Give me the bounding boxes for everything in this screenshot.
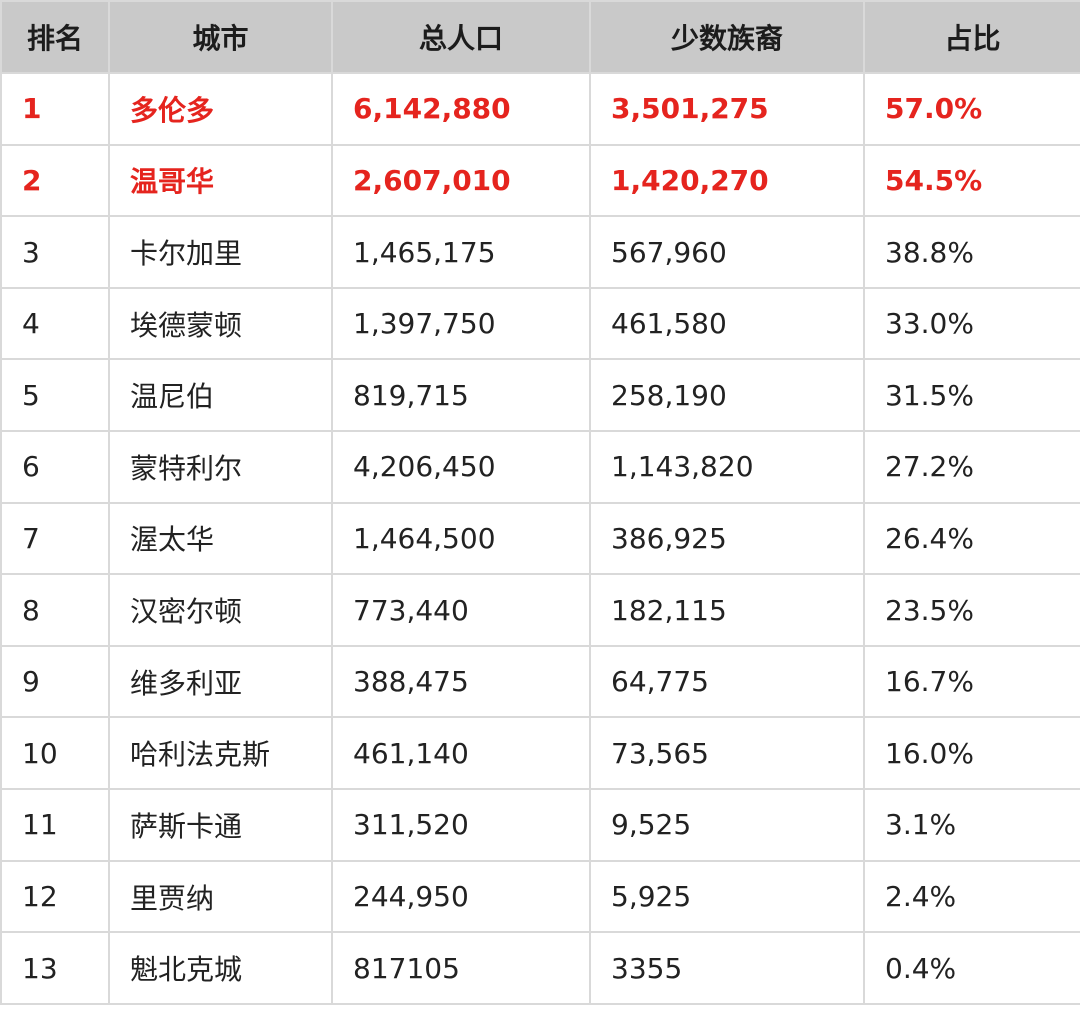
cell-minority: 3,501,275 xyxy=(589,72,865,146)
cell-rank: 8 xyxy=(0,573,110,647)
cell-rank: 11 xyxy=(0,788,110,862)
cell-population: 461,140 xyxy=(331,716,591,791)
cell-population: 1,465,175 xyxy=(331,215,591,289)
cell-share: 33.0% xyxy=(863,286,1080,361)
table-row: 11 萨斯卡通 311,520 9,525 3.1% xyxy=(0,788,1080,862)
header-row: 排名 城市 总人口 少数族裔 占比 xyxy=(0,0,1080,74)
cell-minority: 73,565 xyxy=(589,716,865,791)
cell-population: 311,520 xyxy=(331,788,591,862)
cell-share: 57.0% xyxy=(863,72,1080,146)
cell-city: 萨斯卡通 xyxy=(108,788,333,862)
cell-share: 0.4% xyxy=(863,931,1080,1005)
cell-share: 3.1% xyxy=(863,788,1080,862)
cell-city: 卡尔加里 xyxy=(108,215,333,289)
cell-minority: 567,960 xyxy=(589,215,865,289)
cell-city: 多伦多 xyxy=(108,72,333,146)
cell-city: 温哥华 xyxy=(108,143,333,218)
cell-share: 23.5% xyxy=(863,573,1080,647)
cell-share: 16.0% xyxy=(863,716,1080,791)
cell-rank: 2 xyxy=(0,143,110,218)
cell-minority: 258,190 xyxy=(589,358,865,433)
cell-population: 1,464,500 xyxy=(331,501,591,576)
cell-minority: 1,420,270 xyxy=(589,143,865,218)
cell-population: 1,397,750 xyxy=(331,286,591,361)
table-row: 10 哈利法克斯 461,140 73,565 16.0% xyxy=(0,716,1080,791)
cell-city: 温尼伯 xyxy=(108,358,333,433)
cell-minority: 1,143,820 xyxy=(589,430,865,504)
table-row: 2 温哥华 2,607,010 1,420,270 54.5% xyxy=(0,143,1080,218)
cell-population: 773,440 xyxy=(331,573,591,647)
cell-share: 16.7% xyxy=(863,644,1080,719)
cell-minority: 3355 xyxy=(589,931,865,1005)
cell-minority: 182,115 xyxy=(589,573,865,647)
table-row: 7 渥太华 1,464,500 386,925 26.4% xyxy=(0,501,1080,576)
cell-city: 埃德蒙顿 xyxy=(108,286,333,361)
table-row: 6 蒙特利尔 4,206,450 1,143,820 27.2% xyxy=(0,430,1080,504)
cell-minority: 386,925 xyxy=(589,501,865,576)
cell-rank: 5 xyxy=(0,358,110,433)
cell-minority: 5,925 xyxy=(589,859,865,934)
header-share: 占比 xyxy=(863,0,1080,74)
cell-rank: 1 xyxy=(0,72,110,146)
table-header: 排名 城市 总人口 少数族裔 占比 xyxy=(0,0,1080,74)
cell-population: 817105 xyxy=(331,931,591,1005)
header-population: 总人口 xyxy=(331,0,591,74)
cell-city: 蒙特利尔 xyxy=(108,430,333,504)
cell-city: 哈利法克斯 xyxy=(108,716,333,791)
cell-rank: 7 xyxy=(0,501,110,576)
header-city: 城市 xyxy=(108,0,333,74)
table-row: 3 卡尔加里 1,465,175 567,960 38.8% xyxy=(0,215,1080,289)
cell-share: 27.2% xyxy=(863,430,1080,504)
cell-city: 汉密尔顿 xyxy=(108,573,333,647)
table-row: 1 多伦多 6,142,880 3,501,275 57.0% xyxy=(0,72,1080,146)
cell-share: 38.8% xyxy=(863,215,1080,289)
table-row: 12 里贾纳 244,950 5,925 2.4% xyxy=(0,859,1080,934)
table-body: 1 多伦多 6,142,880 3,501,275 57.0% 2 温哥华 2,607,010… xyxy=(0,72,1080,1005)
cell-rank: 4 xyxy=(0,286,110,361)
cell-share: 31.5% xyxy=(863,358,1080,433)
cell-population: 819,715 xyxy=(331,358,591,433)
cell-rank: 12 xyxy=(0,859,110,934)
header-rank: 排名 xyxy=(0,0,110,74)
header-minority: 少数族裔 xyxy=(589,0,865,74)
cell-rank: 9 xyxy=(0,644,110,719)
table-row: 8 汉密尔顿 773,440 182,115 23.5% xyxy=(0,573,1080,647)
cell-rank: 10 xyxy=(0,716,110,791)
cell-share: 2.4% xyxy=(863,859,1080,934)
cell-share: 54.5% xyxy=(863,143,1080,218)
table-row: 5 温尼伯 819,715 258,190 31.5% xyxy=(0,358,1080,433)
table-row: 4 埃德蒙顿 1,397,750 461,580 33.0% xyxy=(0,286,1080,361)
cell-share: 26.4% xyxy=(863,501,1080,576)
table-row: 13 魁北克城 817105 3355 0.4% xyxy=(0,931,1080,1005)
cell-city: 渥太华 xyxy=(108,501,333,576)
table-row: 9 维多利亚 388,475 64,775 16.7% xyxy=(0,644,1080,719)
cell-population: 4,206,450 xyxy=(331,430,591,504)
cell-city: 里贾纳 xyxy=(108,859,333,934)
cell-rank: 6 xyxy=(0,430,110,504)
cell-population: 2,607,010 xyxy=(331,143,591,218)
cell-minority: 461,580 xyxy=(589,286,865,361)
cell-population: 388,475 xyxy=(331,644,591,719)
cell-city: 维多利亚 xyxy=(108,644,333,719)
cell-population: 6,142,880 xyxy=(331,72,591,146)
cell-city: 魁北克城 xyxy=(108,931,333,1005)
cell-minority: 9,525 xyxy=(589,788,865,862)
cell-rank: 13 xyxy=(0,931,110,1005)
cell-rank: 3 xyxy=(0,215,110,289)
cell-minority: 64,775 xyxy=(589,644,865,719)
cell-population: 244,950 xyxy=(331,859,591,934)
